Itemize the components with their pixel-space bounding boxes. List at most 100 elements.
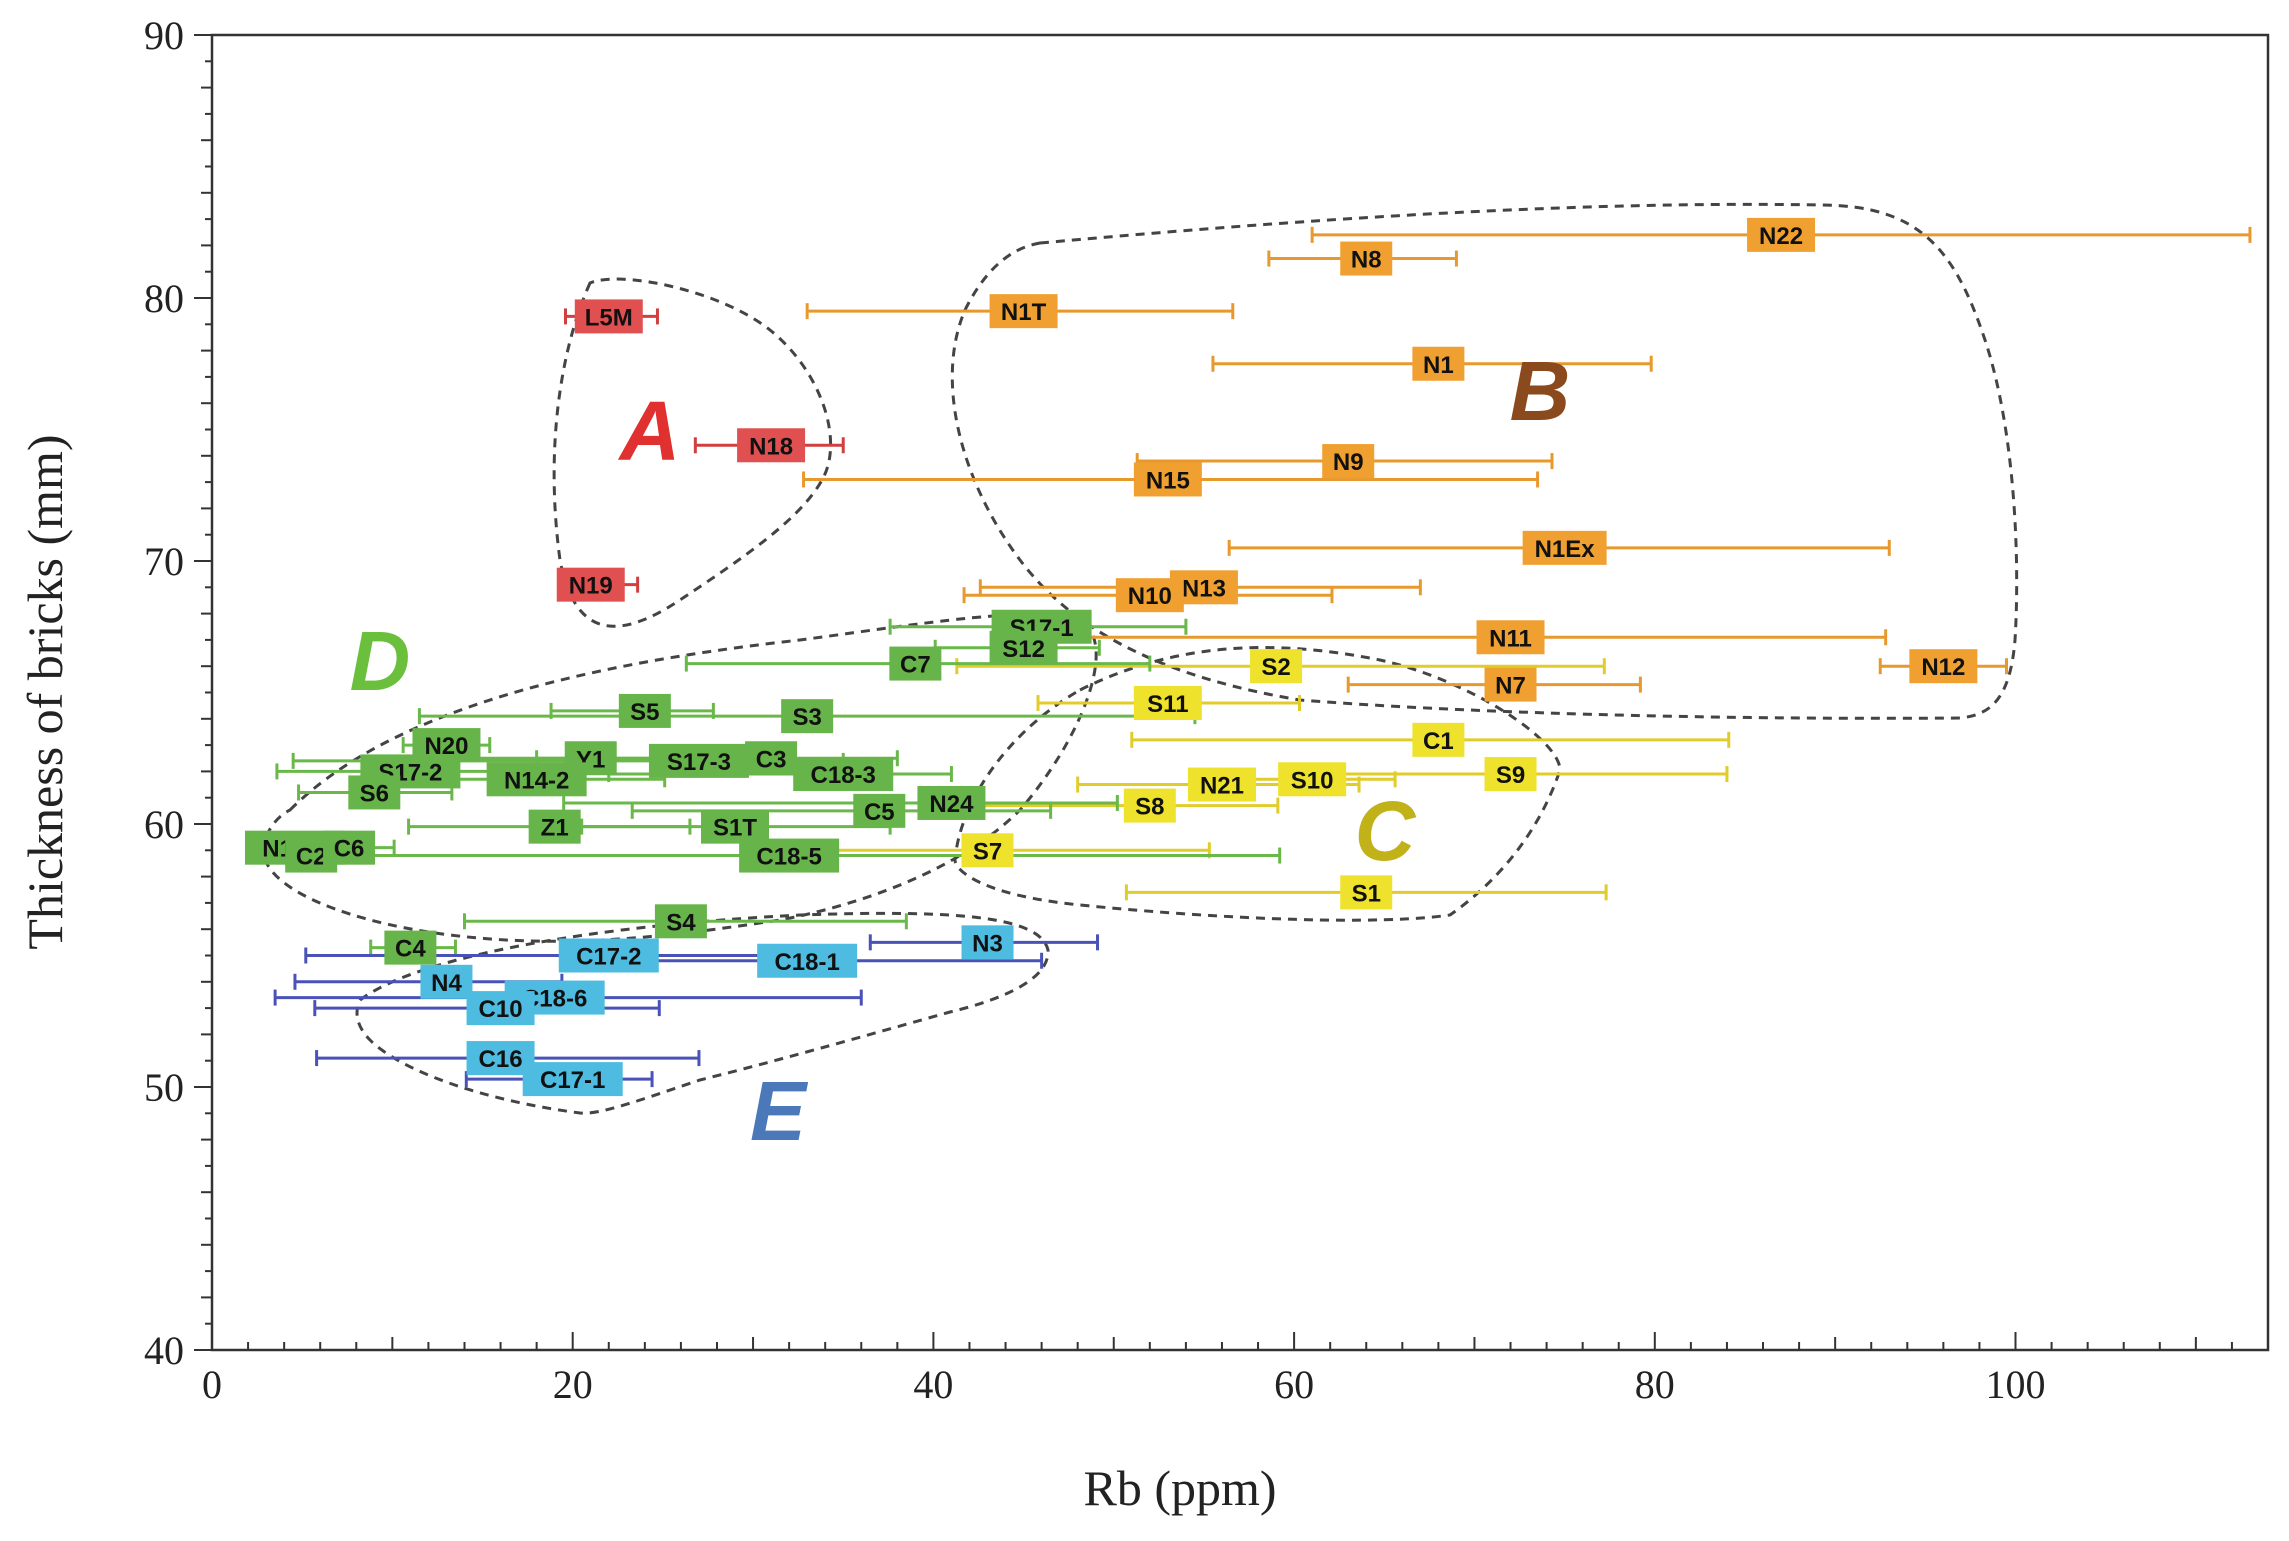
error-bar-n24 — [562, 794, 1119, 811]
point-label: C18-1 — [774, 949, 839, 976]
point-label: S1 — [1352, 880, 1381, 907]
data-point-c5: C5 — [853, 793, 906, 828]
data-point-c1: C1 — [1412, 722, 1465, 757]
data-point-z1: Z1 — [528, 809, 581, 844]
point-label: S4 — [666, 909, 696, 936]
data-point-n3: N3 — [961, 925, 1014, 960]
point-label: S9 — [1496, 762, 1525, 789]
data-point-n15: N15 — [1133, 462, 1202, 497]
x-tick-label: 100 — [1986, 1362, 2046, 1407]
region-b-outline — [950, 202, 2019, 720]
data-point-s17-3: S17-3 — [648, 743, 749, 778]
point-label: N22 — [1759, 223, 1803, 250]
data-point-n24: N24 — [917, 785, 986, 820]
point-label: S12 — [1002, 636, 1045, 663]
data-point-s10: S10 — [1278, 762, 1347, 797]
data-point-n7: N7 — [1484, 667, 1537, 702]
y-tick-label: 50 — [144, 1065, 184, 1110]
group-label-e: E — [750, 1064, 809, 1158]
point-label: N24 — [929, 791, 974, 818]
x-tick-label: 60 — [1274, 1362, 1314, 1407]
point-label: N1Ex — [1535, 536, 1596, 563]
y-tick-label: 70 — [144, 539, 184, 584]
data-point-n18: N18 — [737, 428, 806, 463]
data-point-s11: S11 — [1133, 686, 1202, 721]
data-point-n12: N12 — [1909, 649, 1978, 684]
data-point-n10: N10 — [1115, 578, 1184, 613]
point-label: S8 — [1135, 794, 1164, 821]
point-label: C17-2 — [576, 944, 641, 971]
point-label: S17-3 — [667, 749, 731, 776]
data-point-s9: S9 — [1484, 757, 1537, 792]
data-point-s3: S3 — [781, 699, 834, 734]
point-label: S2 — [1261, 654, 1290, 681]
point-label: N4 — [431, 970, 462, 997]
data-point-c4: C4 — [384, 930, 437, 965]
data-point-s8: S8 — [1123, 788, 1176, 823]
point-label: N14-2 — [504, 767, 569, 794]
data-point-s1: S1 — [1340, 875, 1393, 910]
point-label: C1 — [1423, 728, 1454, 755]
group-label-a: A — [618, 384, 681, 478]
group-label-b: B — [1510, 344, 1571, 438]
point-label: S7 — [973, 838, 1002, 865]
point-label: N8 — [1351, 247, 1382, 274]
point-label: C2 — [296, 844, 327, 871]
data-point-n1: N1 — [1412, 346, 1465, 381]
data-point-n21: N21 — [1187, 767, 1256, 802]
group-regions — [261, 202, 2019, 1115]
axes: 0 20 40 60 80 100 40 50 60 70 80 90 — [144, 13, 2270, 1407]
y-tick-label: 60 — [144, 802, 184, 847]
data-point-c18-3: C18-3 — [793, 757, 894, 792]
group-label-d: D — [350, 614, 411, 708]
data-point-s2: S2 — [1250, 649, 1303, 684]
data-point-n8: N8 — [1340, 241, 1393, 276]
x-tick-label: 0 — [202, 1362, 222, 1407]
point-label: N13 — [1182, 575, 1226, 602]
data-point-c18-1: C18-1 — [757, 943, 858, 978]
data-point-c10: C10 — [466, 991, 535, 1026]
point-label: C5 — [864, 799, 895, 826]
point-label: S5 — [630, 699, 659, 726]
x-tick-label: 80 — [1635, 1362, 1675, 1407]
data-point-n14-2: N14-2 — [486, 762, 587, 797]
point-label: N10 — [1128, 583, 1172, 610]
point-label: N1 — [1423, 352, 1454, 379]
group-labels: A B C D E — [350, 344, 1571, 1158]
y-tick-label: 90 — [144, 13, 184, 58]
y-tick-label: 40 — [144, 1328, 184, 1373]
point-label: N11 — [1489, 625, 1532, 652]
point-label: N3 — [972, 930, 1003, 957]
data-point-s4: S4 — [654, 904, 707, 939]
x-tick-label: 40 — [913, 1362, 953, 1407]
data-point-c7: C7 — [889, 646, 942, 681]
data-point-s6: S6 — [348, 775, 401, 810]
data-point-n1ex: N1Ex — [1522, 530, 1607, 565]
point-label: S1T — [713, 815, 757, 842]
point-label: S6 — [360, 780, 389, 807]
point-label: N15 — [1146, 467, 1190, 494]
y-axis-title: Thickness of bricks (mm) — [17, 434, 73, 949]
point-label: N18 — [749, 433, 793, 460]
point-label: S3 — [792, 704, 821, 731]
point-label: N7 — [1495, 673, 1526, 700]
data-point-c3: C3 — [745, 741, 798, 776]
data-point-c18-5: C18-5 — [739, 838, 840, 873]
point-label: C7 — [900, 652, 931, 679]
data-point-n22: N22 — [1747, 217, 1816, 252]
point-label: Z1 — [541, 815, 569, 842]
region-e-outline — [355, 911, 1050, 1115]
data-point-c6: C6 — [323, 830, 376, 865]
point-label: C6 — [334, 836, 365, 863]
data-point-n1t: N1T — [989, 294, 1058, 329]
point-label: S10 — [1291, 767, 1334, 794]
y-tick-label: 80 — [144, 276, 184, 321]
point-label: S11 — [1147, 691, 1188, 718]
point-label: N9 — [1333, 449, 1364, 476]
data-point-s5: S5 — [618, 693, 671, 728]
data-point-n4: N4 — [420, 964, 473, 999]
data-point-n9: N9 — [1322, 444, 1375, 479]
region-a-outline — [552, 277, 832, 628]
point-label: C18-3 — [811, 762, 876, 789]
